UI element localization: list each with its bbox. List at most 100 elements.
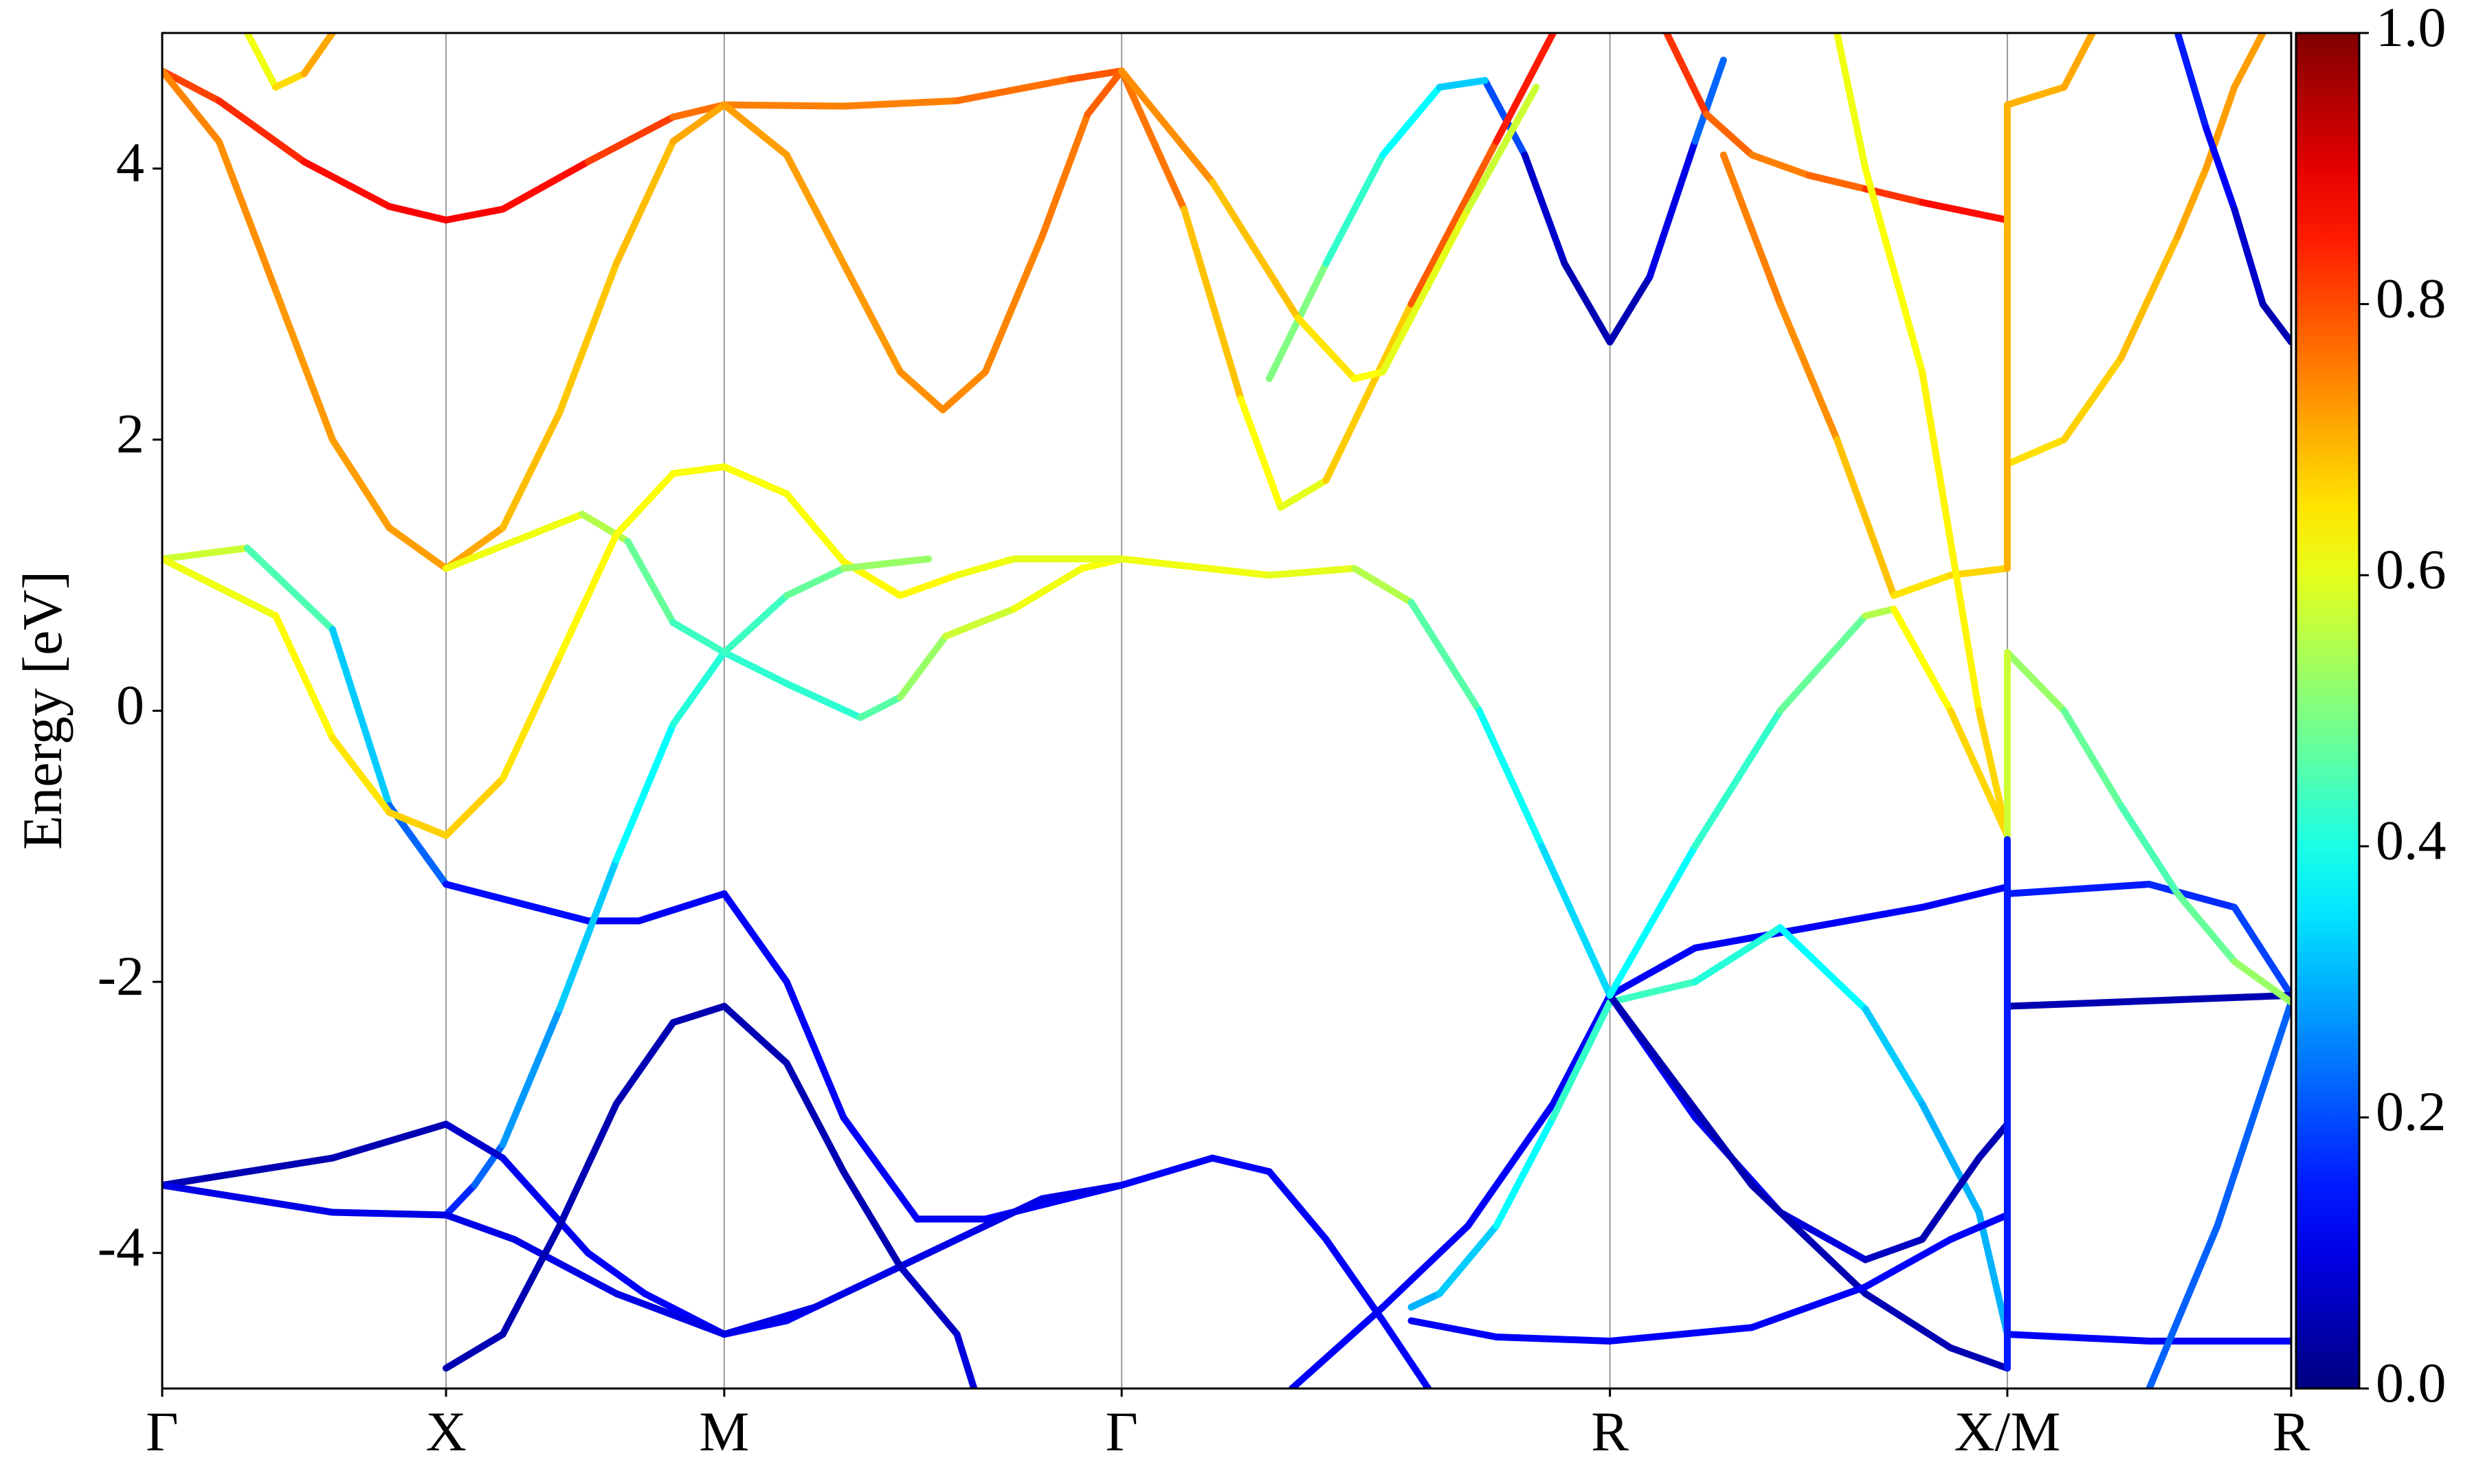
band-segment [328,436,393,532]
band-segment [584,1249,649,1297]
band-segment [1919,199,2011,224]
band-segment [1719,151,1784,308]
band-segment [1862,165,1926,376]
band-segment [584,113,677,166]
band-segment [1691,924,1812,952]
band-segment [1550,998,1614,1121]
band-segment [612,1290,728,1338]
band-segment [1748,151,1812,179]
band-segment [624,537,677,627]
band-segment [1805,903,1926,932]
band-segment [556,1100,620,1230]
band-segment [1862,605,1897,620]
band-segment [1862,1290,1954,1351]
band-segment [981,232,1046,376]
band-segment [1947,565,2011,579]
band-segment [1606,978,1699,1006]
band-segment [1118,1154,1216,1189]
x-tick-label: Γ [146,1400,178,1463]
band-segment [215,97,308,166]
y-axis-label: Energy [eV] [11,571,74,850]
band-segment [443,510,586,572]
band-segment [896,368,946,414]
band-segment [443,1121,506,1162]
band-segment [1606,944,1699,999]
band-segment [443,1182,478,1219]
band-segment [1606,991,1756,1189]
band-segment [243,33,280,91]
band-segment [1947,1344,2011,1372]
band-segment [1084,67,1126,118]
band-segment [720,1303,819,1338]
band-segment [499,653,564,783]
band-segment [1834,436,1897,599]
band-segment [1776,612,1869,715]
bands [162,33,2291,1389]
band-segment [2203,83,2238,172]
band-segment [162,67,223,104]
band-segment [2003,436,2068,468]
band-segment [669,1002,728,1026]
band-segment [840,1114,921,1223]
band-segment [1538,842,1614,999]
band-segment [1561,260,1614,346]
band-segment [783,490,847,565]
band-segment [1322,151,1387,267]
band-segment [1919,1100,1983,1216]
band-segment [2231,958,2291,1006]
band-segment [1606,273,1653,346]
band-segment [783,978,847,1121]
band-segment [1663,33,1710,118]
band-segment [1407,137,1500,308]
band-segment [2259,300,2291,346]
band-segment [1550,991,1614,1108]
band-segment [1691,707,1784,850]
band-segment [1118,67,1216,186]
band-segment [443,205,506,224]
band-segment [612,470,677,539]
band-segment [2003,991,2291,1010]
band-segment [896,1195,1046,1270]
band-segment [499,158,592,213]
band-segment [386,809,450,840]
band-segment [1475,707,1546,850]
band-segment [1919,883,2011,911]
band-segment [720,101,790,159]
band-segment [953,1331,978,1389]
band-segment [1265,565,1358,579]
band-segment [1776,300,1841,443]
band-segment [1703,111,1756,159]
band-segment [1038,1182,1126,1202]
band-segment [2060,33,2096,91]
colorbar-tick-label: 0.6 [2376,538,2447,600]
band-segment [243,544,336,633]
band-segment [1436,1222,1500,1297]
band-segment [1805,172,1869,192]
band-segment [1379,1222,1472,1311]
band-segment [1646,137,1699,281]
band-segment [720,1002,790,1067]
band-segment [1493,1114,1557,1230]
band-segment [896,572,961,599]
band-segment [612,1019,677,1108]
band-segment [1890,605,1954,715]
band-segment [499,1005,564,1148]
band-segment [1407,1317,1500,1341]
band-segment [556,531,620,660]
band-segment [2174,890,2238,965]
band-segment [1464,1100,1557,1230]
band-segment [1890,572,1954,599]
band-segment [162,555,280,620]
band-segment [443,775,506,840]
band-segment [1277,477,1330,511]
band-segment [783,680,865,721]
y-tick-label: -2 [98,945,144,1007]
band-segment [1606,842,1699,999]
y-tick-label: -4 [98,1216,144,1279]
band-segment [443,1331,506,1372]
axes: Γ X M Γ R X/M R -4 -2 0 2 4 0.0 0.2 0.4 0.6 0.8 1.0 [98,0,2447,1463]
band-segment [1493,33,1557,145]
x-tick-label: R [1591,1400,1629,1463]
